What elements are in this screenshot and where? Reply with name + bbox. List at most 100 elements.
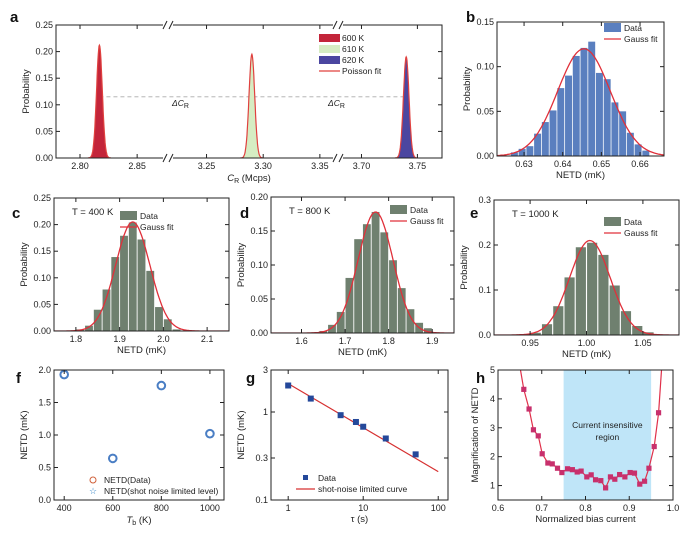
legend-label: shot-noise limited curve: [318, 484, 408, 494]
axis-break: [333, 21, 343, 29]
legend-label: 600 K: [342, 33, 365, 43]
data-point: [592, 477, 599, 483]
legend-label: Data: [140, 211, 158, 221]
x-axis-label: Tb (K): [126, 515, 151, 527]
histogram-bar: [328, 324, 336, 333]
histogram-peak: [240, 54, 264, 158]
data-point: [285, 382, 292, 389]
x-tick-label: 2.80: [71, 161, 89, 171]
x-tick-label: 2.1: [201, 334, 214, 344]
histogram-peak: [395, 56, 418, 158]
histogram-bar: [406, 309, 415, 333]
delta-cr-label-subscript: R: [340, 103, 345, 110]
panel-letter: f: [16, 370, 22, 387]
y-tick-label: 0.1: [478, 285, 491, 295]
data-point: [549, 461, 555, 467]
legend-label: Gauss fit: [624, 34, 658, 44]
x-tick-label: 10: [358, 503, 368, 513]
x-axis-label: Normalized bias current: [535, 514, 636, 525]
x-axis-label: τ (s): [351, 514, 368, 525]
x-tick-label: 0.7: [535, 503, 548, 513]
y-tick-label: 1: [490, 481, 495, 491]
data-point: [107, 453, 118, 464]
histogram-bar: [93, 309, 102, 331]
panel-letter: c: [12, 205, 20, 222]
legend-label: Gauss fit: [140, 222, 174, 232]
delta-cr-label: ΔCR: [171, 98, 189, 110]
y-tick-label: 0.20: [250, 192, 268, 202]
y-tick-label: 0.00: [35, 153, 53, 163]
legend-swatch: [319, 34, 340, 42]
legend-swatch: [604, 217, 621, 226]
histogram-bar: [345, 277, 354, 333]
legend-label: 620 K: [342, 55, 365, 65]
temperature-label: T = 400 K: [72, 207, 114, 218]
x-axis-label: NETD (mK): [562, 349, 611, 360]
y-tick-label: 0.0: [478, 330, 491, 340]
x-tick-label: 2.85: [128, 161, 146, 171]
histogram-bar: [603, 79, 611, 156]
histogram-bar: [120, 235, 128, 331]
x-axis-label: NETD (mK): [556, 170, 605, 181]
histogram-bar: [530, 332, 541, 335]
panel-f: f 0.0 0.5 1.0 1.5 2.0 400 600 800 1000 Tb (K) NETD …: [16, 365, 225, 527]
plot-area: [271, 211, 454, 333]
histogram-bar: [111, 257, 120, 331]
temperature-label: T = 800 K: [289, 206, 331, 217]
data-point: [545, 460, 551, 466]
histogram-bar: [587, 242, 598, 335]
x-axis-label-symbol: C: [227, 173, 234, 184]
y-tick-label: 0.05: [33, 299, 51, 309]
histogram-bar: [155, 307, 163, 331]
histogram-bar: [146, 270, 155, 331]
data-point: [360, 423, 367, 430]
histogram-peak: [88, 45, 111, 158]
histogram-bar: [397, 288, 406, 333]
legend-square-icon: [303, 475, 308, 480]
legend-swatch: [319, 56, 340, 64]
plot-area: [54, 221, 229, 331]
poisson-fit-curve: [394, 55, 418, 158]
data-point: [607, 474, 614, 480]
y-axis-label: Probability: [462, 67, 473, 112]
histogram-bar: [557, 88, 565, 156]
histogram-bar: [526, 146, 534, 156]
x-tick-label: 0.95: [521, 338, 539, 348]
histogram-bar: [380, 232, 389, 333]
histogram-bar: [580, 47, 588, 156]
x-tick-label: 0.6: [492, 503, 505, 513]
histogram-bar: [611, 102, 619, 156]
axes-frame: [53, 197, 230, 332]
axis-break-icon: [332, 20, 344, 30]
legend-label: Data: [318, 473, 336, 483]
y-tick-label: 0.00: [476, 151, 494, 161]
data-point: [352, 418, 359, 425]
axes-frame: [55, 24, 443, 159]
legend-label: Data: [624, 23, 642, 33]
histogram-bar: [336, 311, 345, 333]
data-point: [535, 433, 541, 439]
x-tick-label: 1.8: [70, 334, 83, 344]
y-tick-label: 0.10: [476, 62, 494, 72]
axis-break: [333, 154, 343, 162]
axis-break-icon: [162, 20, 174, 30]
legend-label: NETD(shot noise limited level): [104, 486, 218, 496]
poisson-fit-curve: [240, 52, 264, 158]
histogram-bar: [423, 328, 432, 333]
plot-area: [285, 382, 439, 473]
data-point: [574, 469, 580, 475]
x-tick-label: 3.30: [254, 161, 272, 171]
plot-area: [494, 239, 679, 335]
x-tick-label: 100: [431, 503, 446, 513]
histogram-bar: [632, 326, 643, 335]
histogram-bar: [575, 247, 586, 335]
y-tick-label: 1.0: [38, 430, 51, 440]
legend-label: NETD(Data): [104, 475, 151, 485]
temperature-label: T = 1000 K: [512, 209, 559, 220]
plot-area: [497, 41, 664, 156]
legend-label: Gauss fit: [624, 228, 658, 238]
panel-letter: g: [246, 370, 255, 387]
x-tick-label: 0.9: [623, 503, 636, 513]
legend-label: Data: [624, 217, 642, 227]
